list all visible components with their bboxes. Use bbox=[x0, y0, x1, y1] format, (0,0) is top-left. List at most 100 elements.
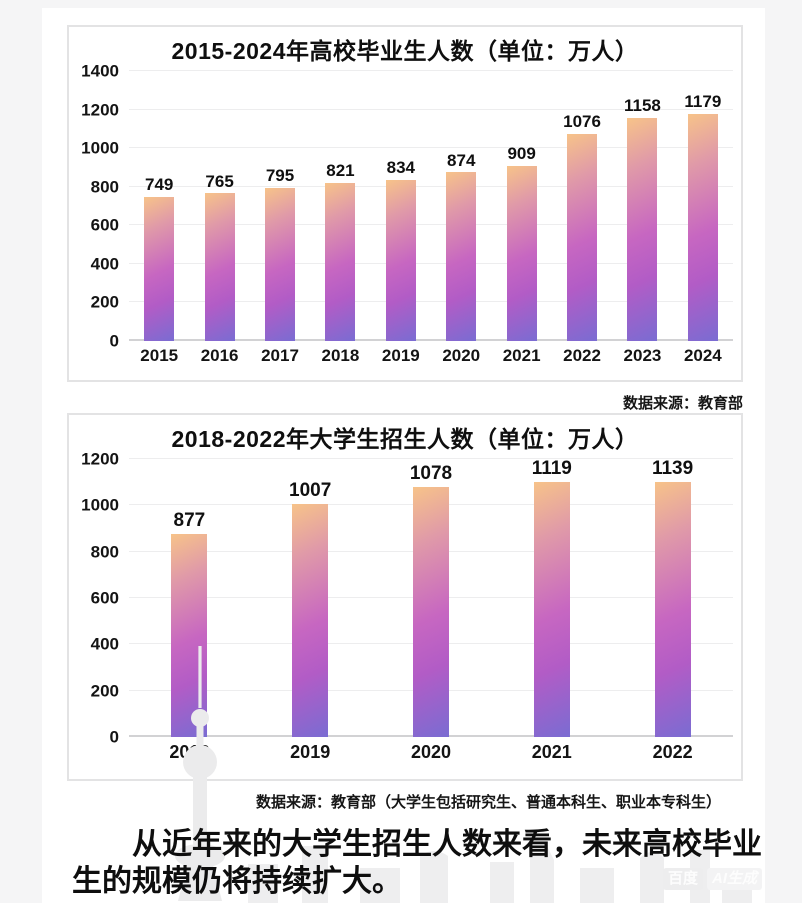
y-axis-tick-label: 400 bbox=[90, 254, 119, 274]
bar-value-label: 749 bbox=[145, 174, 174, 194]
x-axis-tick-label: 2020 bbox=[410, 742, 452, 762]
bar-value-label: 877 bbox=[173, 509, 206, 531]
y-axis-tick-label: 1000 bbox=[81, 495, 119, 515]
bar-value-label: 1158 bbox=[624, 95, 661, 115]
x-axis-tick-label: 2021 bbox=[502, 346, 541, 365]
bar-slot: 1007 bbox=[250, 459, 371, 737]
chart2-x-axis-labels: 2018 2019 2020 2021 2022 bbox=[129, 742, 733, 763]
bar bbox=[171, 533, 208, 737]
bar-slot: 1179 bbox=[673, 71, 733, 341]
y-axis-tick-label: 1400 bbox=[81, 61, 119, 81]
bar-value-label: 795 bbox=[265, 165, 295, 185]
x-axis-tick-label: 2019 bbox=[290, 742, 331, 762]
y-axis-tick-label: 600 bbox=[90, 588, 119, 608]
y-axis-tick-label: 800 bbox=[90, 542, 119, 562]
x-axis-tick-label: 2018 bbox=[169, 742, 210, 762]
chart1-x-axis-labels: 2015 2016 2017 2018 2019 2020 2021 2022 2023 2024 bbox=[129, 346, 733, 366]
bar-slot: 795 bbox=[250, 71, 310, 341]
y-axis-tick-label: 200 bbox=[90, 681, 119, 701]
bar bbox=[533, 481, 570, 737]
y-axis-tick-label: 1000 bbox=[81, 138, 119, 158]
bar-value-label: 821 bbox=[326, 160, 355, 180]
bar-slot: 877 bbox=[129, 459, 250, 737]
bar bbox=[506, 165, 537, 341]
chart1-grid: 749 765 795 821 834 874 909 1076 1158 1179 bbox=[129, 70, 733, 341]
bars-layer: 877 1007 1078 1119 1139 bbox=[129, 459, 733, 737]
bar-value-label: 909 bbox=[507, 143, 536, 163]
x-axis-tick-label: 2019 bbox=[381, 346, 420, 365]
x-axis-tick-label: 2021 bbox=[531, 742, 572, 762]
x-axis-tick-label: 2020 bbox=[442, 346, 481, 365]
bars-layer: 749 765 795 821 834 874 909 1076 1158 1179 bbox=[129, 71, 733, 341]
gridline bbox=[129, 108, 733, 110]
bar bbox=[654, 481, 691, 737]
y-axis-tick-label: 600 bbox=[90, 215, 119, 235]
bar bbox=[204, 193, 235, 341]
y-axis-tick-label: 0 bbox=[109, 331, 119, 351]
bar bbox=[144, 196, 175, 341]
gridline bbox=[129, 458, 733, 459]
gridline bbox=[129, 301, 733, 303]
bar-slot: 834 bbox=[371, 71, 431, 341]
x-axis-tick-label: 2016 bbox=[200, 346, 239, 365]
bar-slot: 909 bbox=[491, 71, 551, 341]
chart-panel-graduates: 2015-2024年高校毕业生人数（单位：万人） 749 765 795 821 834… bbox=[67, 25, 743, 382]
bar-value-label: 1007 bbox=[289, 479, 332, 501]
bar-value-label: 1139 bbox=[651, 458, 694, 479]
y-axis-tick-label: 800 bbox=[90, 177, 119, 197]
bar-slot: 765 bbox=[189, 71, 249, 341]
x-axis-tick-label: 2022 bbox=[652, 742, 693, 762]
bar bbox=[325, 182, 356, 341]
bar-value-label: 1078 bbox=[409, 463, 453, 485]
bar-value-label: 1076 bbox=[563, 111, 601, 131]
bar bbox=[385, 180, 416, 341]
y-axis-tick-label: 0 bbox=[109, 727, 119, 747]
bar bbox=[567, 133, 598, 341]
gridline bbox=[129, 70, 733, 71]
chart2-source-note: 数据来源：教育部（大学生包括研究生、普通本科生、职业本专科生） bbox=[255, 794, 721, 811]
bar bbox=[412, 487, 449, 737]
x-axis-tick-label: 2022 bbox=[563, 346, 601, 365]
chart2-plot-area: 877 1007 1078 1119 1139 0 200 400 600 800 1000 120… bbox=[73, 451, 733, 746]
bar bbox=[292, 503, 329, 737]
x-axis-tick-label: 2024 bbox=[683, 346, 722, 365]
bar bbox=[265, 187, 296, 341]
bar-value-label: 1179 bbox=[684, 91, 722, 111]
bar bbox=[446, 172, 477, 341]
y-axis-tick-label: 1200 bbox=[81, 449, 119, 469]
y-axis-tick-label: 1200 bbox=[81, 100, 119, 120]
bar-slot: 1139 bbox=[612, 459, 733, 737]
bar-slot: 1076 bbox=[552, 71, 612, 341]
chart-panel-enrollment: 2018-2022年大学生招生人数（单位：万人） 877 1007 1078 1119… bbox=[67, 413, 743, 781]
gridline bbox=[129, 224, 733, 226]
chart2-grid: 877 1007 1078 1119 1139 bbox=[129, 458, 733, 737]
gridline bbox=[129, 185, 733, 187]
bar bbox=[627, 117, 658, 341]
bar-value-label: 1119 bbox=[531, 458, 572, 479]
y-axis-tick-label: 400 bbox=[90, 634, 119, 654]
bar bbox=[687, 113, 718, 341]
bar-slot: 821 bbox=[310, 71, 370, 341]
bar-slot: 1158 bbox=[612, 71, 672, 341]
gridline bbox=[129, 147, 733, 149]
x-axis-tick-label: 2023 bbox=[623, 346, 662, 365]
bar-value-label: 874 bbox=[447, 150, 476, 170]
x-axis-tick-label: 2018 bbox=[321, 346, 360, 365]
chart1-source-note: 数据来源：教育部 bbox=[622, 395, 743, 412]
bar-slot: 1119 bbox=[491, 459, 612, 737]
x-axis-tick-label: 2015 bbox=[140, 346, 179, 365]
x-axis-tick-label: 2017 bbox=[261, 346, 299, 365]
bar-slot: 749 bbox=[129, 71, 189, 341]
bar-slot: 1078 bbox=[371, 459, 492, 737]
conclusion-text: 从近年来的大学生招生人数来看，未来高校毕业生的规模仍将持续扩大。 bbox=[72, 828, 762, 898]
x-axis-line bbox=[129, 339, 733, 341]
gridline bbox=[129, 262, 733, 264]
y-axis-tick-label: 200 bbox=[90, 292, 119, 312]
chart2-title: 2018-2022年大学生招生人数（单位：万人） bbox=[171, 426, 639, 452]
chart1-plot-area: 749 765 795 821 834 874 909 1076 1158 1179 0 200 40… bbox=[73, 63, 733, 350]
bar-value-label: 765 bbox=[205, 171, 234, 191]
bar-slot: 874 bbox=[431, 71, 491, 341]
chart1-title: 2015-2024年高校毕业生人数（单位：万人） bbox=[171, 38, 639, 64]
bar-value-label: 834 bbox=[386, 158, 416, 178]
